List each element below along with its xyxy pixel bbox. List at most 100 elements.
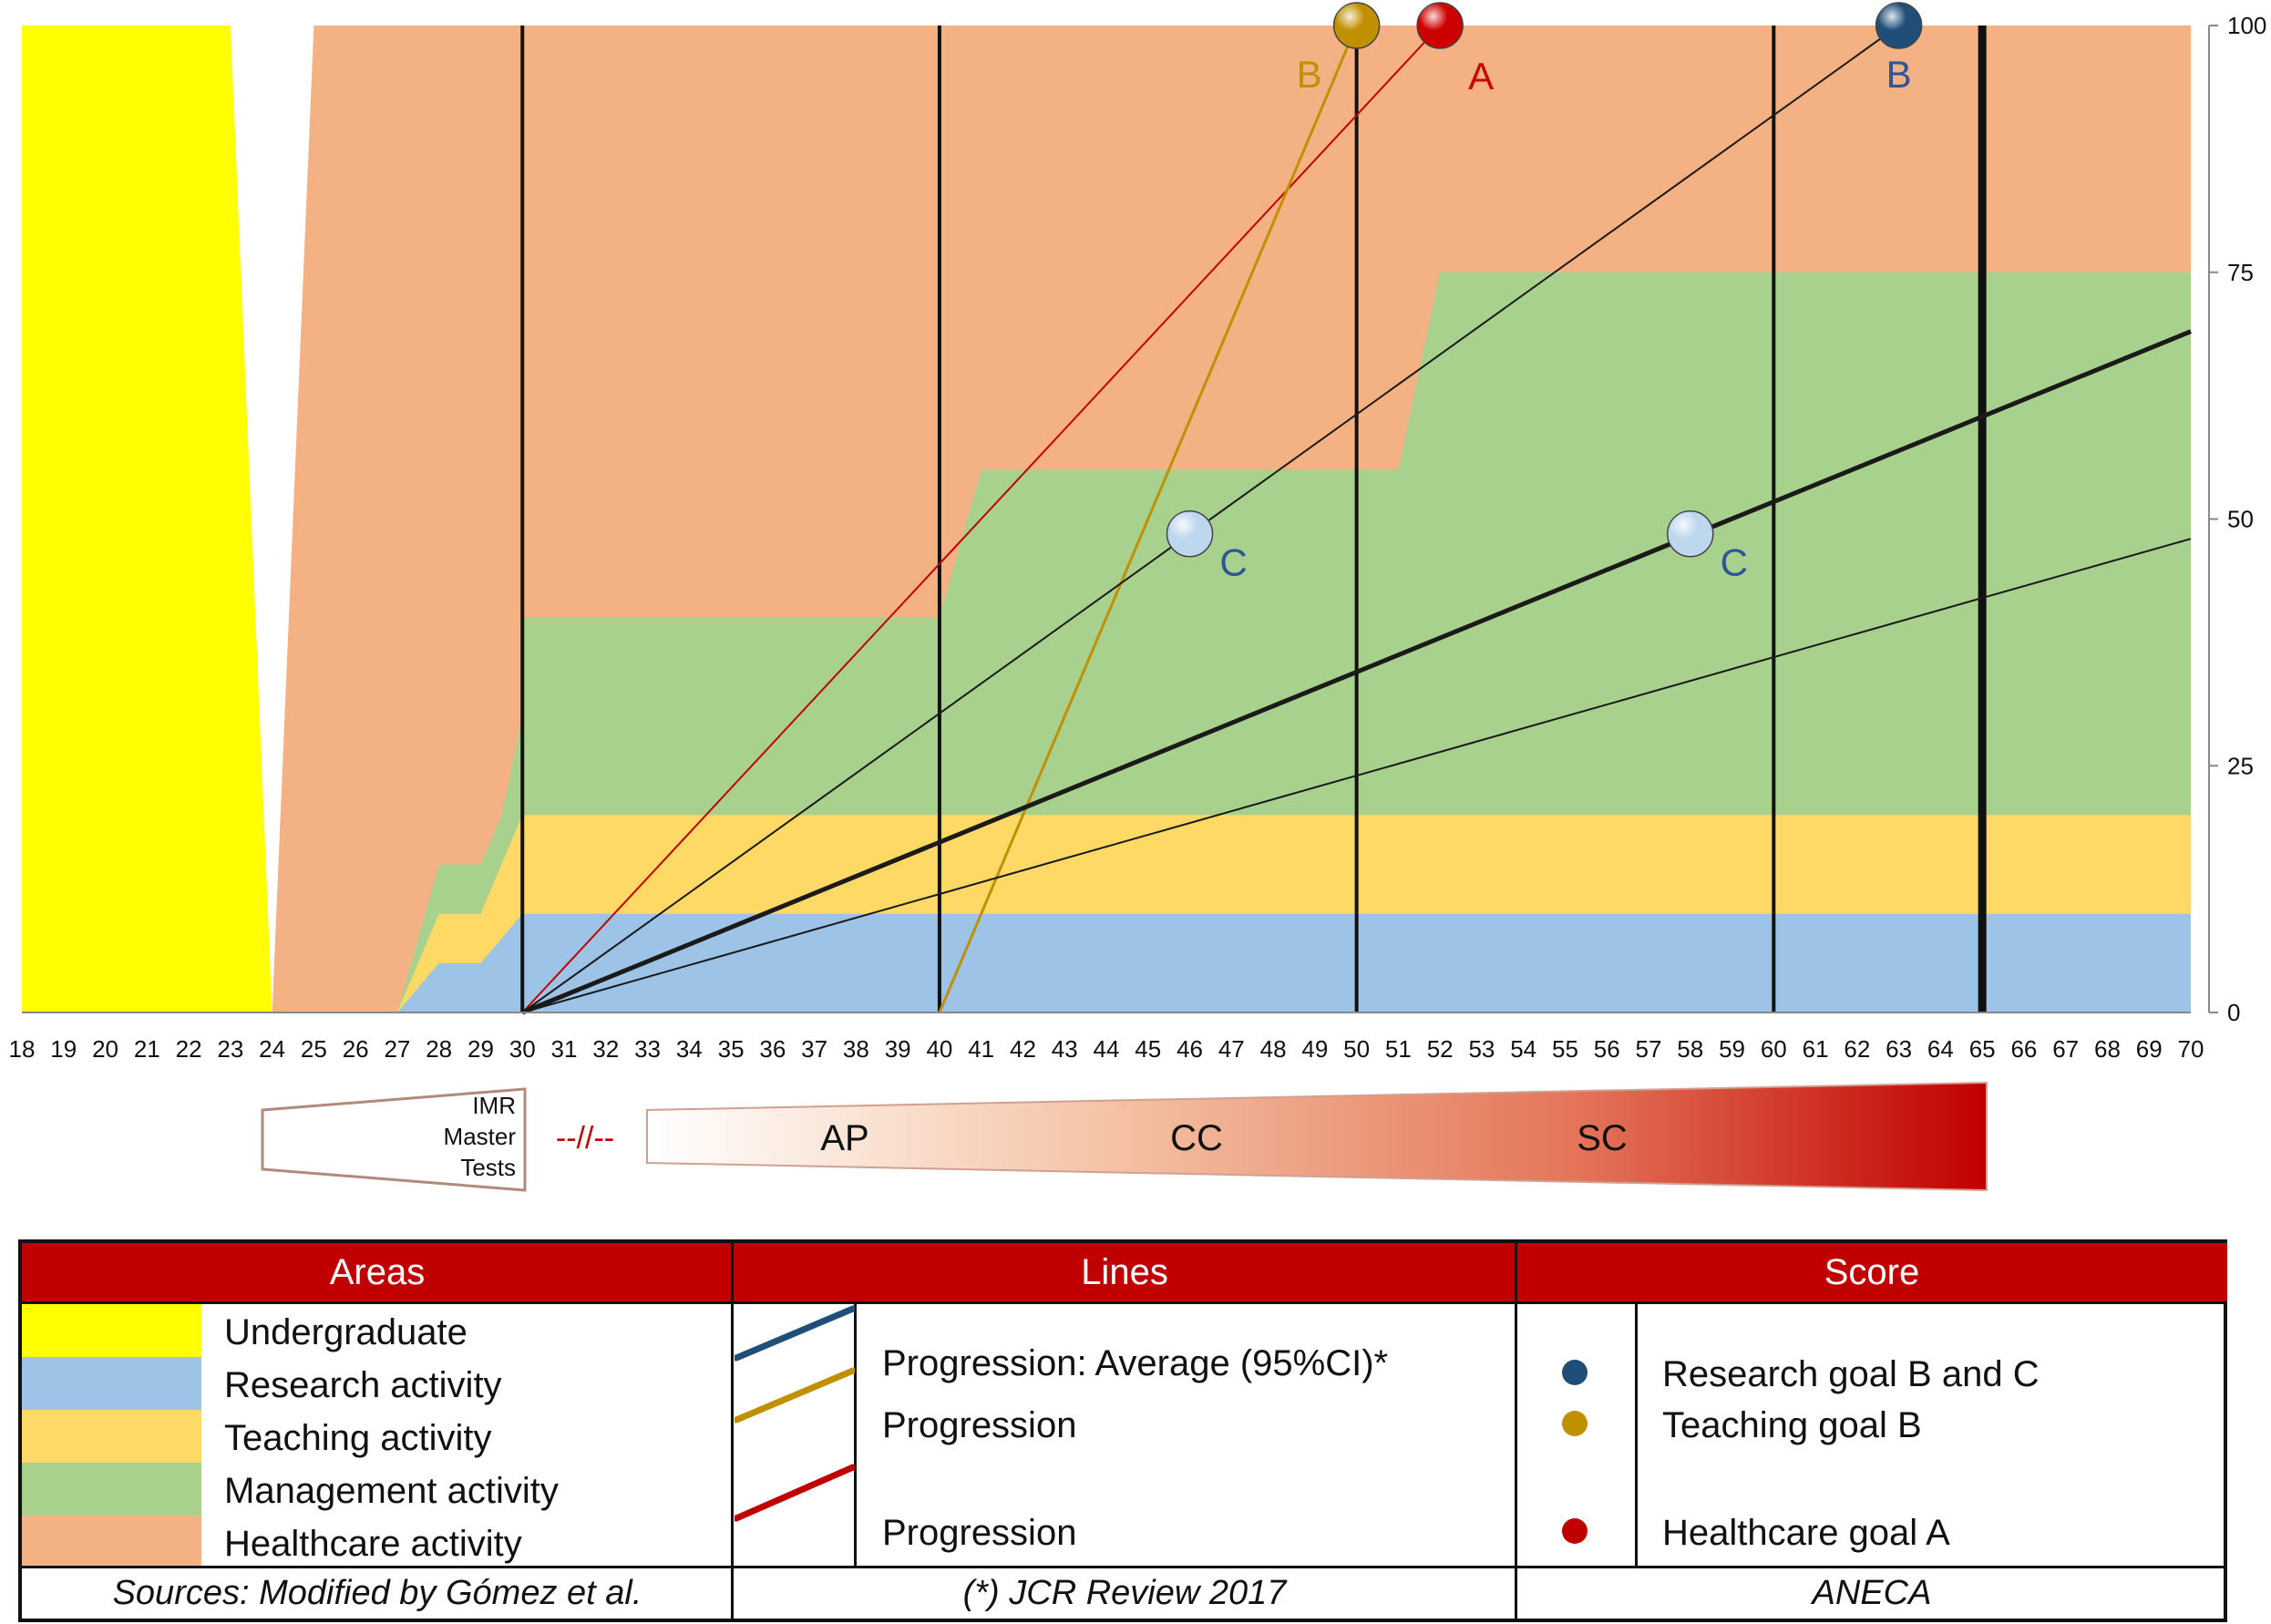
x-tick-label: 59 <box>1719 1035 1745 1063</box>
career-stages-bar: IMR Master Tests --//-- AP CC SC <box>261 1081 1988 1192</box>
legend-area-label: Teaching activity <box>224 1418 492 1458</box>
x-tick-label: 66 <box>2010 1035 2037 1063</box>
x-tick-label: 39 <box>885 1035 911 1063</box>
stage-separator: --//-- <box>556 1121 614 1156</box>
legend-subcolumn-divider <box>854 1301 857 1566</box>
area-layers <box>22 26 2191 1012</box>
x-tick-label: 52 <box>1427 1035 1454 1063</box>
legend-line-samples <box>735 1305 855 1522</box>
area-undergraduate <box>22 26 272 1012</box>
legend-column-divider <box>731 1243 734 1622</box>
career-progression-chart: 18 19 20 21 22 23 24 25 26 27 28 29 30 31 32 33 34 35 36 37… <box>9 2 2267 1192</box>
x-tick-label: 56 <box>1594 1035 1620 1063</box>
x-tick-label: 40 <box>926 1035 952 1063</box>
legend-area-label: Research activity <box>224 1365 502 1405</box>
progression-line-1 <box>938 25 1358 1013</box>
goal-marker-shine <box>1333 3 1380 48</box>
teaching-goal-dot-icon <box>1562 1411 1588 1436</box>
legend-line-teaching <box>735 1367 855 1424</box>
goal-marker-label: B <box>1297 53 1322 96</box>
legend-subcolumn-divider <box>1635 1301 1638 1566</box>
x-tick-label: 35 <box>718 1035 745 1063</box>
x-tick-label: 63 <box>1886 1035 1912 1063</box>
x-tick-label: 45 <box>1135 1035 1161 1063</box>
x-tick-label: 58 <box>1677 1035 1703 1063</box>
progression-lines <box>521 25 2192 1015</box>
x-tick-label: 27 <box>384 1035 410 1063</box>
x-tick-label: 41 <box>968 1035 994 1063</box>
goal-marker-label: C <box>1721 541 1748 584</box>
stage-label-cc: CC <box>1170 1118 1223 1158</box>
x-tick-label: 48 <box>1260 1035 1287 1063</box>
stage-label-ap: AP <box>820 1118 868 1158</box>
x-tick-label: 53 <box>1468 1035 1495 1063</box>
goal-marker-label: B <box>1886 53 1912 96</box>
x-tick-label: 24 <box>259 1035 285 1063</box>
goal-marker-label: A <box>1468 55 1494 98</box>
x-tick-label: 30 <box>509 1035 536 1063</box>
x-tick-label: 64 <box>1927 1035 1954 1063</box>
legend-line-label: Progression <box>882 1405 1077 1445</box>
x-tick-label: 70 <box>2178 1035 2204 1063</box>
x-tick-label: 29 <box>468 1035 494 1063</box>
swatch-healthcare-activity <box>22 1516 201 1566</box>
stage-pre-career-label: Tests <box>460 1154 516 1181</box>
legend-footer-divider <box>22 1566 2227 1568</box>
legend-area-label: Management activity <box>224 1471 559 1511</box>
goal-marker-shine <box>1875 3 1922 48</box>
legend-line-label: Progression <box>882 1513 1077 1553</box>
legend-header-divider <box>22 1301 2227 1304</box>
stage-pre-career-shape <box>261 1087 527 1192</box>
x-tick-label: 28 <box>426 1035 452 1063</box>
legend-footer-jcr: (*) JCR Review 2017 <box>962 1573 1287 1612</box>
goal-marker-shine <box>1166 510 1213 557</box>
x-tick-label: 20 <box>92 1035 118 1063</box>
x-tick-label: 22 <box>176 1035 202 1063</box>
stage-label-sc: SC <box>1577 1118 1628 1158</box>
progression-line-3 <box>521 329 2192 1015</box>
y-tick-label: 100 <box>2227 12 2266 39</box>
legend-header-lines: Lines <box>733 1243 1516 1301</box>
stage-pre-career-label: Master <box>444 1123 517 1150</box>
x-tick-label: 25 <box>301 1035 327 1063</box>
swatch-management-activity <box>22 1463 201 1516</box>
y-tick-label: 50 <box>2227 506 2254 533</box>
x-tick-label: 32 <box>592 1035 619 1063</box>
x-tick-label: 47 <box>1218 1035 1245 1063</box>
x-tick-label: 55 <box>1552 1035 1578 1063</box>
x-tick-label: 19 <box>50 1035 77 1063</box>
x-tick-label: 68 <box>2094 1035 2121 1063</box>
x-tick-label: 60 <box>1761 1035 1787 1063</box>
x-tick-label: 67 <box>2052 1035 2079 1063</box>
y-tick-label: 25 <box>2227 752 2254 779</box>
legend-footer-aneca: ANECA <box>1812 1573 1932 1612</box>
x-tick-label: 31 <box>551 1035 578 1063</box>
legend-area-label: Undergraduate <box>224 1312 468 1352</box>
swatch-undergraduate <box>22 1304 201 1357</box>
legend-table: Areas Lines Score Undergraduate Research… <box>18 1239 2227 1622</box>
stage-career-gradient-bar <box>646 1081 1988 1192</box>
swatch-research-activity <box>22 1357 201 1410</box>
x-tick-label: 69 <box>2136 1035 2163 1063</box>
x-tick-label: 21 <box>134 1035 160 1063</box>
x-tick-label: 38 <box>843 1035 869 1063</box>
legend-line-label: Progression: Average (95%CI)* <box>882 1343 1389 1383</box>
x-tick-label: 57 <box>1636 1035 1662 1063</box>
axes: 18 19 20 21 22 23 24 25 26 27 28 29 30 31 32 33 34 35 36 37… <box>9 12 2267 1063</box>
x-tick-label: 61 <box>1803 1035 1829 1063</box>
legend-header-areas: Areas <box>22 1243 733 1301</box>
x-tick-label: 49 <box>1301 1035 1328 1063</box>
goal-marker-shine <box>1667 510 1713 557</box>
x-tick-label: 44 <box>1094 1035 1120 1063</box>
legend-score-label: Research goal B and C <box>1662 1354 2040 1394</box>
x-tick-label: 50 <box>1343 1035 1370 1063</box>
x-tick-label: 23 <box>217 1035 243 1063</box>
legend-line-healthcare <box>735 1464 855 1522</box>
x-tick-label: 62 <box>1844 1035 1870 1063</box>
research-goal-dot-icon <box>1562 1360 1588 1385</box>
x-tick-label: 42 <box>1010 1035 1036 1063</box>
progression-line-4 <box>521 538 2192 1013</box>
x-tick-label: 43 <box>1052 1035 1078 1063</box>
legend-line-average <box>735 1305 855 1362</box>
legend-header-score: Score <box>1516 1243 2227 1301</box>
